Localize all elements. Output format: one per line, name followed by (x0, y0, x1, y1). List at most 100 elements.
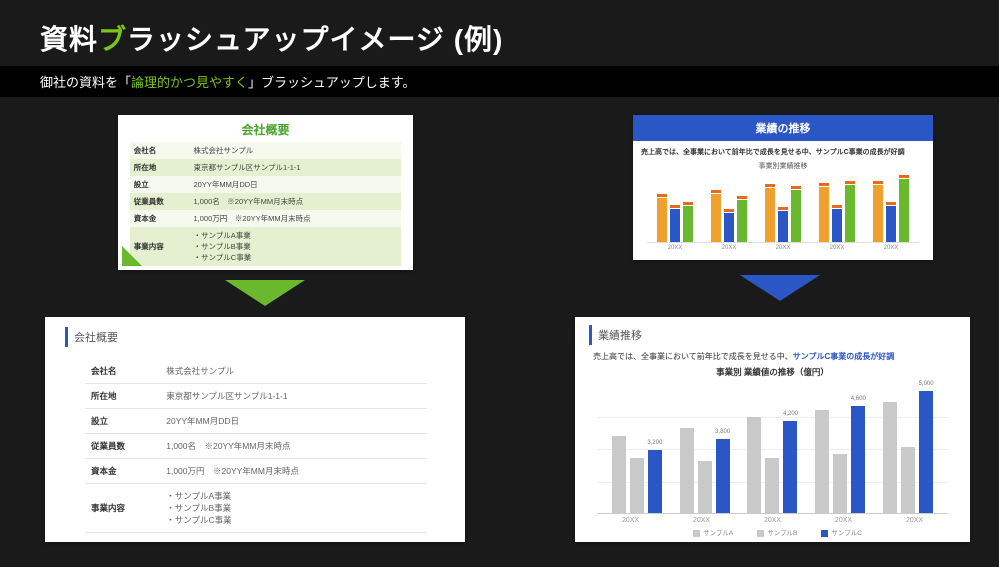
legend-item: サンプルA (683, 527, 733, 537)
axis-label: 20XX (693, 517, 710, 524)
chart-bar (845, 185, 855, 242)
title-accent: ブ (98, 24, 127, 55)
table-value: 20YY年MM月DD日 (190, 176, 402, 193)
table-key: 設立 (85, 409, 160, 434)
subtitle-accent: 論理的かつ見やすく (131, 75, 248, 90)
chart-bar (698, 461, 712, 513)
chart-bar (886, 206, 896, 242)
table-key: 会社名 (85, 359, 160, 384)
arrow-right-icon (740, 275, 820, 301)
subtitle-post: 」ブラッシュアップします。 (248, 75, 415, 90)
chart-bar (747, 417, 761, 513)
table-key: 会社名 (130, 142, 190, 159)
chart-bar (833, 454, 847, 513)
table-key: 所在地 (85, 384, 160, 409)
chart-bar (765, 188, 775, 242)
chart-bar: 4,600 (851, 406, 865, 513)
after-table: 会社名株式会社サンプル所在地東京都サンプル区サンプル1-1-1設立20YY年MM… (85, 359, 427, 533)
chart-bar (737, 200, 747, 242)
table-value: ・サンプルA事業・サンプルB事業・サンプルC事業 (190, 227, 402, 266)
table-key: 所在地 (130, 159, 190, 176)
comparison-stage: 会社概要 会社名株式会社サンプル所在地東京都サンプル区サンプル1-1-1設立20… (0, 97, 999, 567)
arrow-left-icon (225, 280, 305, 306)
chart-bar (791, 190, 801, 242)
title-post: ラッシュアップイメージ (例) (127, 24, 503, 55)
table-value: 1,000万円 ※20YY年MM月末時点 (160, 459, 427, 484)
legend-item: サンプルB (747, 527, 797, 537)
axis-label: 20XX (711, 245, 747, 251)
chart-bar (873, 185, 883, 242)
slide-subtitle: 御社の資料を「論理的かつ見やすく」ブラッシュアップします。 (0, 66, 999, 97)
table-key: 従業員数 (130, 193, 190, 210)
after-chart-legend: サンプルA サンプルB サンプルC (589, 527, 956, 537)
chart-bar-group: 4,600 (815, 384, 865, 513)
before-chart-header: 業績の推移 (633, 115, 933, 141)
axis-label: 20XX (906, 517, 923, 524)
bar-value-label: 3,200 (647, 440, 662, 446)
chart-bar (680, 428, 694, 513)
table-key: 設立 (130, 176, 190, 193)
axis-label: 20XX (657, 245, 693, 251)
table-value: 20YY年MM月DD日 (160, 409, 427, 434)
chart-bar: 3,200 (648, 450, 662, 513)
axis-label: 20XX (819, 245, 855, 251)
bar-value-label: 4,600 (851, 396, 866, 402)
chart-bar-group (765, 175, 801, 242)
slide-title: 資料ブラッシュアップイメージ (例) (0, 0, 999, 66)
after-chart-title: 業績推移 (589, 325, 956, 345)
after-chart-xaxis: 20XX20XX20XX20XX20XX (589, 517, 956, 524)
after-chart-area: 3,200 3,800 4,200 4,600 5,000 (597, 384, 948, 514)
before-chart-card: 業績の推移 売上高では、全事業において前年比で成長を見せる中、サンプルC事業の成… (633, 115, 933, 260)
table-value: 1,000名 ※20YY年MM月末時点 (160, 434, 427, 459)
table-value: 株式会社サンプル (190, 142, 402, 159)
table-key: 資本金 (85, 459, 160, 484)
chart-bar-group (657, 175, 693, 242)
chart-bar (819, 187, 829, 243)
table-value: 1,000万円 ※20YY年MM月末時点 (190, 210, 402, 227)
subtitle-pre: 御社の資料を「 (40, 75, 131, 90)
table-value: 株式会社サンプル (160, 359, 427, 384)
bar-value-label: 5,000 (919, 381, 934, 387)
chart-bar (883, 402, 897, 513)
before-chart-xaxis: 20XX 20XX 20XX 20XX 20XX (647, 245, 919, 251)
after-chart-card: 業績推移 売上高では、全事業において前年比で成長を見せる中、サンプルC事業の成長… (575, 317, 970, 542)
legend-item: サンプルC (811, 527, 862, 537)
chart-bar (612, 436, 626, 513)
axis-label: 20XX (765, 245, 801, 251)
chart-bar (683, 206, 693, 242)
chart-bar (765, 458, 779, 513)
decoration-triangle (122, 218, 142, 266)
axis-label: 20XX (622, 517, 639, 524)
table-key: 事業内容 (85, 484, 160, 533)
table-value: 東京都サンプル区サンプル1-1-1 (190, 159, 402, 176)
chart-bar (630, 458, 644, 513)
chart-bar-group: 4,200 (747, 384, 797, 513)
table-value: ・サンプルA事業・サンプルB事業・サンプルC事業 (160, 484, 427, 533)
chart-bar-group: 5,000 (883, 384, 933, 513)
chart-bar-group: 3,200 (612, 384, 662, 513)
chart-bar-group (711, 175, 747, 242)
bar-value-label: 4,200 (783, 411, 798, 417)
table-key: 従業員数 (85, 434, 160, 459)
before-table: 会社名株式会社サンプル所在地東京都サンプル区サンプル1-1-1設立20YY年MM… (130, 142, 401, 266)
after-chart-subtitle: 売上高では、全事業において前年比で成長を見せる中、サンプルC事業の成長が好調 (593, 351, 952, 362)
table-value: 1,000名 ※20YY年MM月末時点 (190, 193, 402, 210)
after-chart-sub-pre: 売上高では、全事業において前年比で成長を見せる中、 (593, 352, 793, 361)
chart-bar-group (873, 175, 909, 242)
axis-label: 20XX (873, 245, 909, 251)
table-value: 東京都サンプル区サンプル1-1-1 (160, 384, 427, 409)
title-pre: 資料 (40, 24, 98, 55)
before-chart-subtitle: 売上高では、全事業において前年比で成長を見せる中、サンプルC事業の成長が好調 (633, 141, 933, 159)
chart-bar (670, 209, 680, 242)
chart-bar (815, 410, 829, 513)
before-chart-area (647, 171, 919, 243)
chart-bar (724, 213, 734, 242)
after-table-title: 会社概要 (65, 327, 445, 347)
chart-bar (778, 211, 788, 242)
chart-bar: 4,200 (783, 421, 797, 513)
before-table-card: 会社概要 会社名株式会社サンプル所在地東京都サンプル区サンプル1-1-1設立20… (118, 115, 413, 270)
chart-bar: 3,800 (716, 439, 730, 513)
axis-label: 20XX (835, 517, 852, 524)
after-chart-caption: 事業別 業績値の推移（億円） (589, 366, 956, 378)
bar-value-label: 3,800 (715, 429, 730, 435)
